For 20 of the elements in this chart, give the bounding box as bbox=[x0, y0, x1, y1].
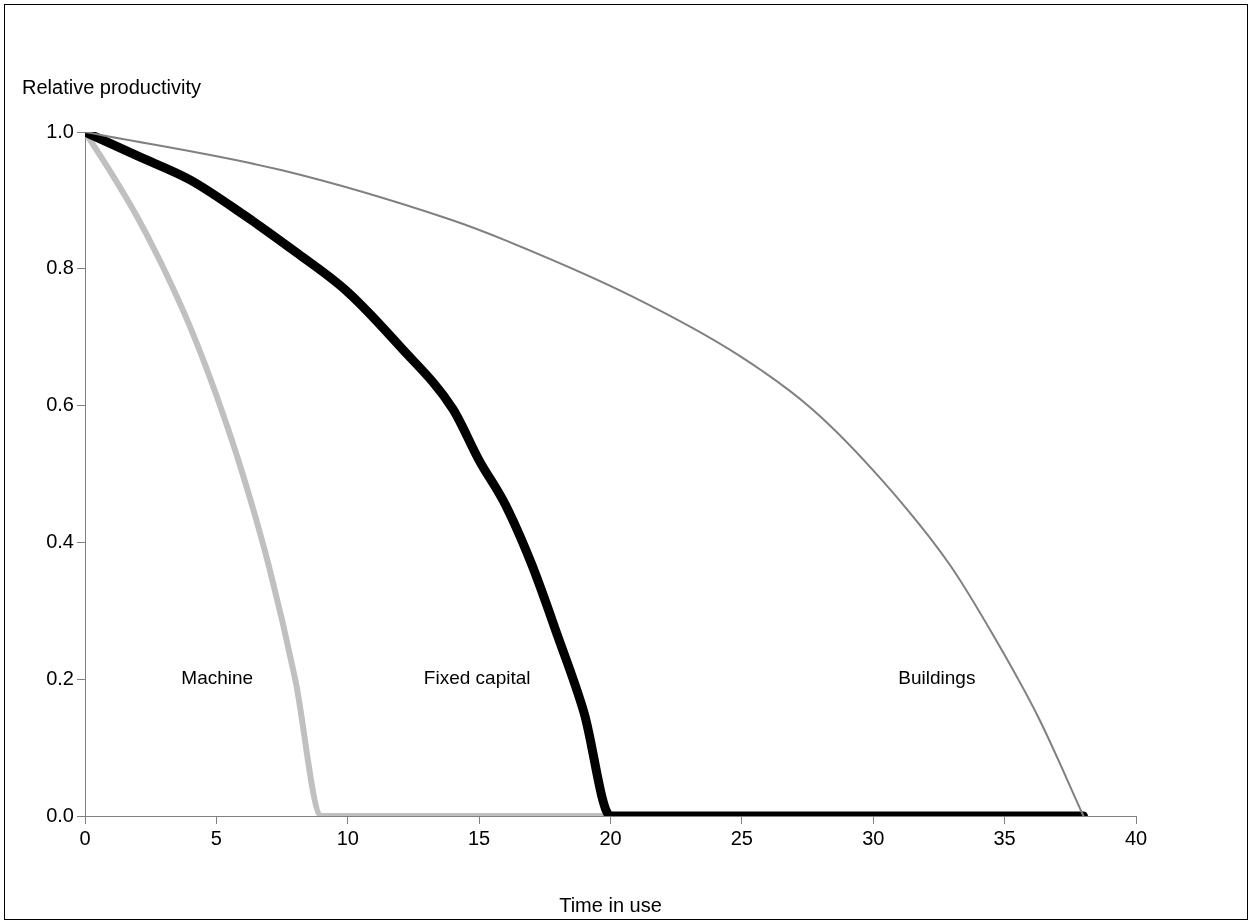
y-tick-label: 0.6 bbox=[46, 393, 74, 416]
y-tick-label: 0.2 bbox=[46, 666, 74, 689]
y-axis-title: Relative productivity bbox=[22, 75, 201, 98]
x-tick-label: 40 bbox=[1124, 826, 1148, 849]
x-tick-label: 30 bbox=[862, 826, 885, 849]
x-tick-label: 0 bbox=[79, 826, 91, 849]
y-tick-label: 0.4 bbox=[46, 529, 74, 552]
text: Machine bbox=[181, 667, 254, 689]
x-tick-label: 5 bbox=[210, 826, 222, 849]
x-tick-label: 10 bbox=[336, 826, 359, 849]
y-tick-label: 0.8 bbox=[46, 256, 74, 279]
x-tick-label: 25 bbox=[730, 826, 753, 849]
x-axis-title: Time in use bbox=[559, 893, 662, 916]
y-tick-label: 1.0 bbox=[46, 119, 74, 142]
y-tick-label: 0.0 bbox=[46, 803, 74, 826]
x-tick-label: 35 bbox=[993, 826, 1016, 849]
series-label: Buildings bbox=[898, 667, 976, 689]
x-tick-label: 20 bbox=[599, 826, 622, 849]
series-label: Fixed capital bbox=[423, 667, 531, 689]
x-tick-label: 15 bbox=[468, 826, 491, 849]
